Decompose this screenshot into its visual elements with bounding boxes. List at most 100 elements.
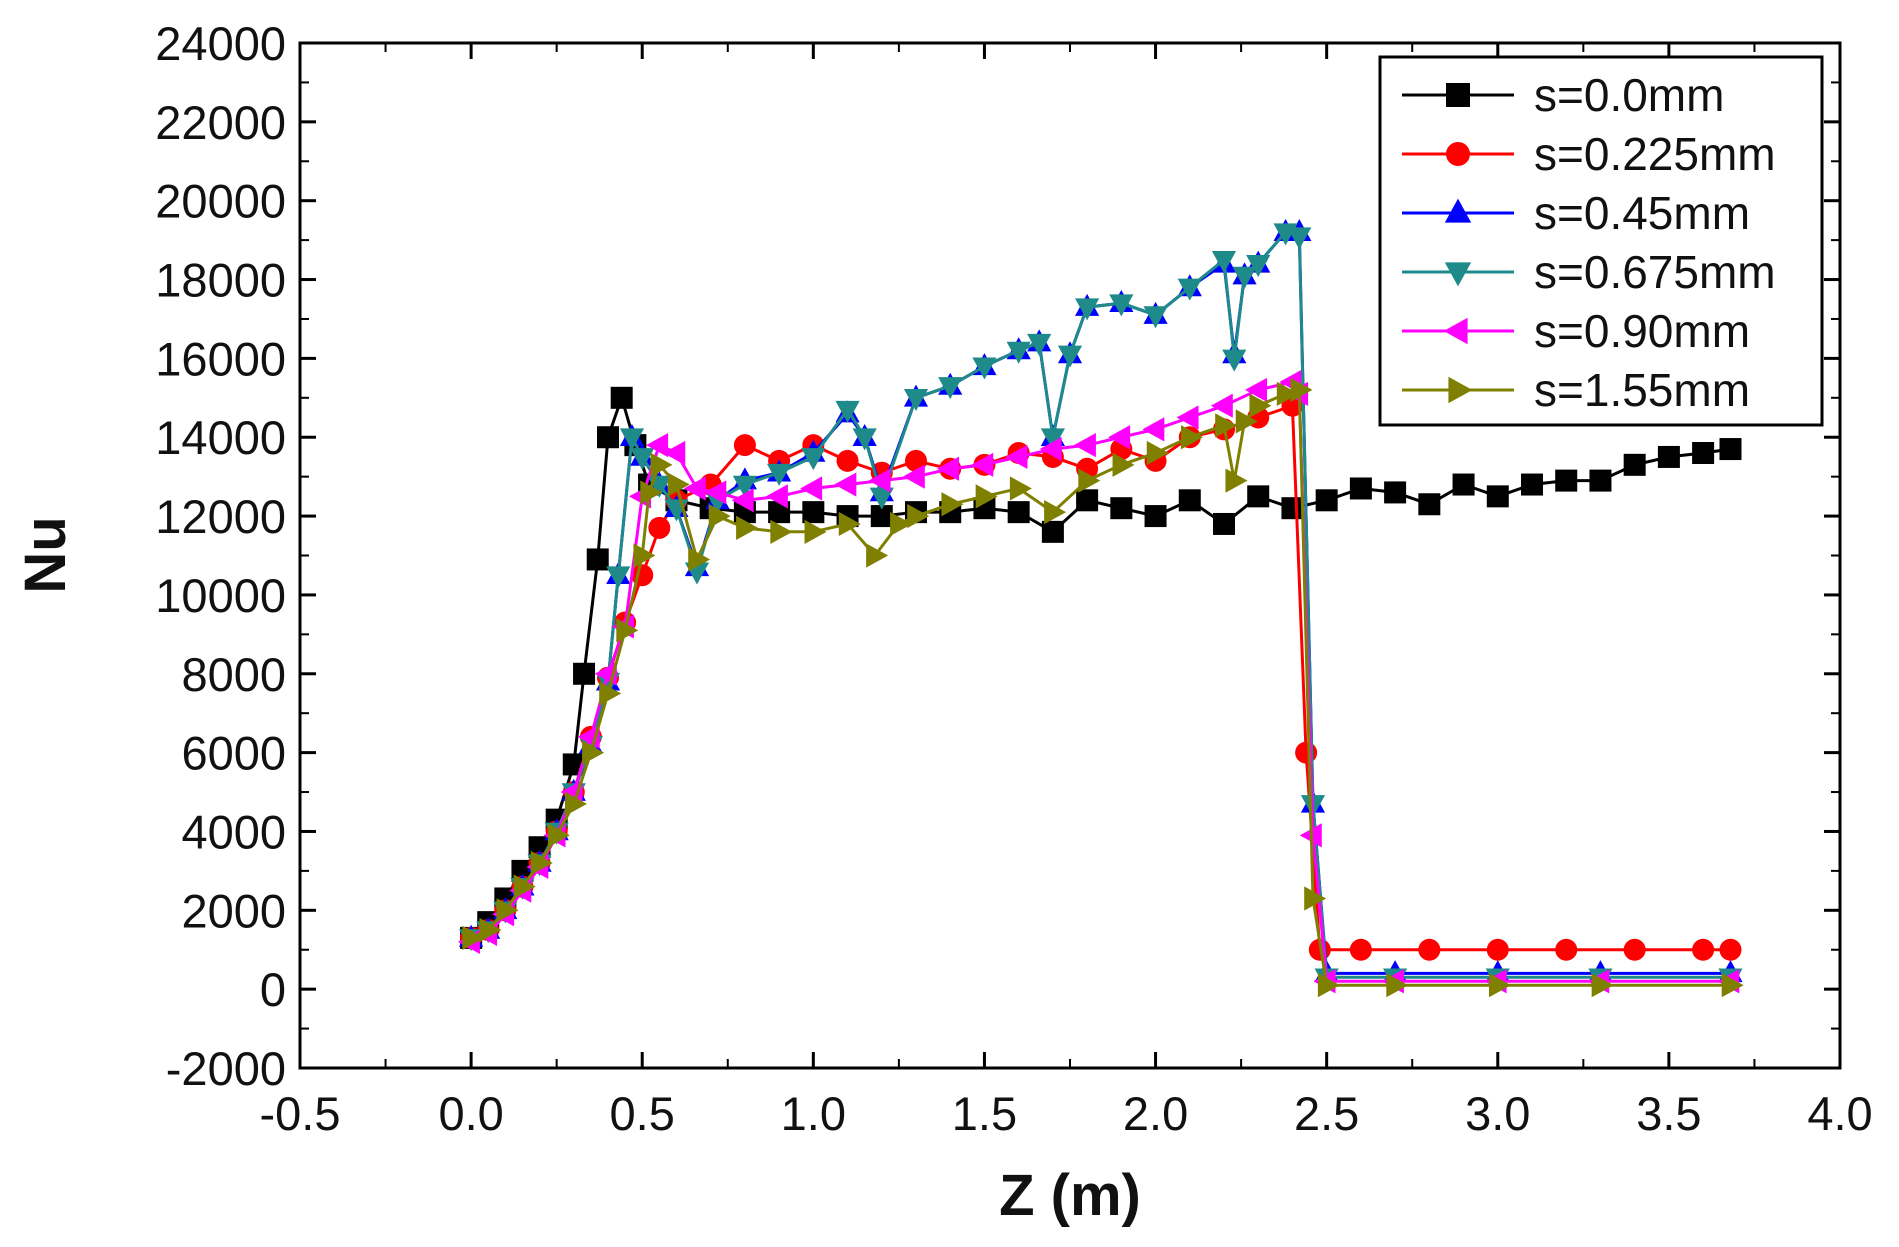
data-point [1246,254,1271,277]
data-point [1657,445,1680,468]
data-point [630,448,655,471]
data-point [1295,741,1318,764]
data-point [1245,377,1268,403]
legend-marker [1446,142,1470,166]
data-point [902,464,925,489]
y-tick-label: 10000 [155,569,286,622]
data-point [1210,393,1233,418]
data-point [586,548,609,571]
data-point [1075,298,1100,321]
data-point [869,487,894,510]
y-tick-label: 8000 [181,648,286,701]
data-point [1110,497,1133,520]
data-point [1211,251,1237,274]
data-point [975,484,998,509]
data-point [1041,520,1064,543]
data-point [732,475,757,498]
data-point [1143,306,1168,329]
data-point [1349,938,1372,961]
data-point [972,357,997,380]
legend-label: s=0.675mm [1534,246,1776,298]
data-point [1589,469,1612,492]
data-point [1521,473,1543,496]
data-point [770,519,793,544]
data-point [866,543,889,568]
data-point [852,428,877,451]
data-point [1623,938,1646,961]
data-point [1039,436,1062,462]
x-tick-label: 3.0 [1465,1087,1530,1140]
data-point [1488,973,1511,998]
data-point [868,468,891,493]
data-point [1287,227,1312,250]
y-tick-label: 20000 [155,175,286,228]
data-point [708,503,731,529]
data-point [971,452,994,477]
data-point [890,511,913,537]
data-point [1721,973,1744,998]
data-point [907,503,930,529]
legend-label: s=1.55mm [1534,364,1750,416]
y-tick-label: 0 [260,963,286,1016]
x-tick-label: 1.5 [952,1087,1017,1140]
data-point [547,823,570,848]
x-tick-label: 2.0 [1123,1087,1188,1140]
data-point [1692,938,1715,961]
data-point [838,511,861,537]
x-tick-label: 2.5 [1294,1087,1359,1140]
y-tick-label: 6000 [181,727,286,780]
data-point [610,386,633,409]
legend-marker [1446,83,1470,107]
data-point [1007,501,1030,524]
data-point [1215,413,1238,438]
data-point [1232,266,1257,289]
data-point [1057,345,1083,368]
data-point [733,434,756,457]
data-point [1719,938,1742,961]
data-point [616,618,639,643]
data-point [1076,489,1099,512]
y-tick-label: 24000 [155,17,286,70]
data-point [1235,409,1258,434]
data-point [633,543,656,568]
data-point [530,850,553,876]
data-point [667,472,690,497]
data-point [1006,341,1031,364]
data-point [1044,500,1067,525]
x-tick-label: 0.5 [610,1087,675,1140]
data-point [1225,468,1248,493]
data-point [835,400,860,423]
data-point [650,452,673,477]
data-point [704,480,727,505]
y-tick-label: 22000 [155,96,286,149]
data-point [597,426,619,449]
data-point [1418,938,1441,961]
data-point [1692,442,1715,464]
legend-marker [1448,376,1473,404]
data-point [1144,505,1167,528]
data-point [1176,405,1199,430]
data-point [801,448,826,471]
data-point [1386,973,1409,998]
data-point [1180,425,1203,450]
legend-label: s=0.225mm [1534,128,1776,180]
legend-marker [1444,198,1472,223]
data-point [1276,381,1299,406]
data-point [640,480,663,505]
data-point [1418,493,1441,516]
ticks-layer: -0.5 0.0 0.5 1.0 1.5 2.0 2.5 3.0 3.5 4.0 -2000 0 200… [155,17,1872,1140]
data-point [1281,497,1304,520]
data-point [564,791,587,816]
data-point [573,662,596,685]
data-point [1078,468,1101,493]
data-point [800,476,823,501]
data-point [767,463,792,486]
data-point [836,449,859,472]
data-point [1623,453,1646,476]
y-tick-label: 2000 [181,884,286,937]
y-tick-label: 12000 [155,490,286,543]
data-point [606,566,631,589]
data-point [1591,973,1614,998]
data-point [1027,333,1052,356]
